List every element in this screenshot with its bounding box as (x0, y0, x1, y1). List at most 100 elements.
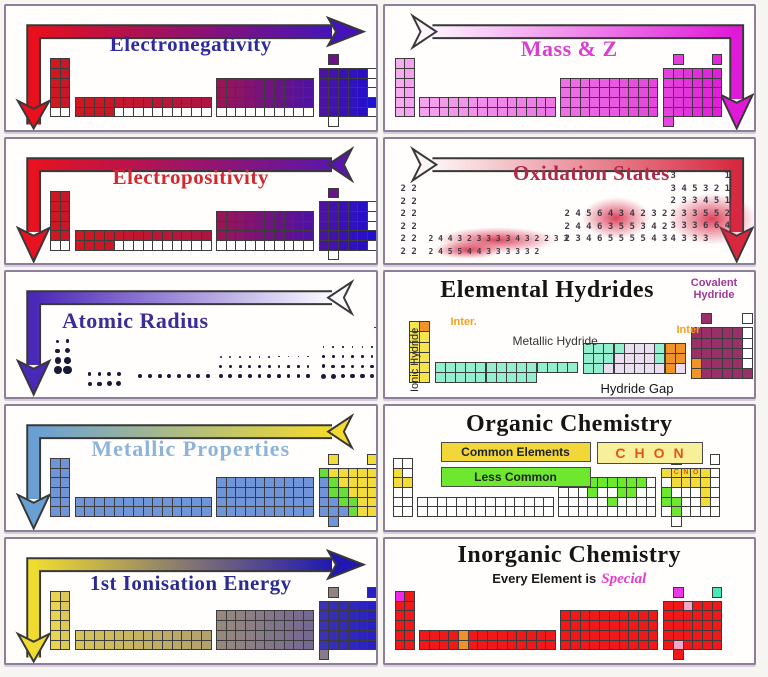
element-cell (318, 649, 330, 660)
element-cell (567, 361, 579, 374)
periodic-table-map: CNOH (392, 453, 723, 527)
oxidation-row: 2 4 4 3 2 3 3 3 3 4 3 2 2 3 3 (428, 234, 569, 244)
atom-dot (56, 339, 60, 343)
atom-dot (351, 355, 354, 358)
element-cell (367, 587, 376, 598)
periodic-table-map (50, 320, 376, 393)
atom-dot (277, 374, 281, 378)
periodic-table-map (50, 453, 376, 527)
element-cell (674, 363, 686, 375)
element-cell (200, 506, 212, 518)
atom-dot (371, 346, 373, 348)
panel-electropositivity: Electropositivity (4, 137, 378, 266)
element-cell (545, 639, 557, 651)
element-cell (711, 587, 723, 598)
table-block (672, 54, 684, 66)
element-cell (367, 239, 376, 251)
atom-dot (257, 374, 262, 378)
oxidation-row: 2 4 5 5 4 4 3 3 3 3 3 2 (428, 246, 540, 256)
panel-title: Oxidation States (513, 161, 670, 186)
atom-dot (138, 374, 143, 378)
atom-dot (297, 365, 300, 368)
atom-dot (321, 364, 326, 369)
table-block (672, 649, 684, 660)
oxidation-row: 4 3 3 3 (670, 233, 709, 244)
element-cell (670, 516, 682, 527)
atom-dot (374, 326, 376, 329)
oxidation-row: 2 2 (400, 184, 417, 195)
atom-dot (116, 372, 121, 377)
atom-dot (322, 346, 325, 348)
panel-elemental-hydrides: Elemental Hydrides Covalent Hydride Ionic … (382, 270, 756, 399)
atom-dot (196, 374, 201, 379)
oxidation-row: 3 4 5 3 2 1 (670, 183, 731, 194)
table-block (215, 77, 314, 118)
element-cell (303, 506, 314, 518)
atom-dot (361, 355, 364, 358)
atom-dot (287, 365, 290, 368)
trend-arrow-left-down (15, 279, 355, 397)
table-block (74, 97, 212, 118)
panel-atomic-radius: Atomic Radius (4, 270, 378, 399)
panel-electronegativity: Electronegativity (4, 4, 378, 133)
table-block (742, 313, 754, 325)
oxidation-row: 2 2 (400, 196, 417, 207)
panel-title: Electronegativity (109, 32, 272, 56)
table-block (53, 336, 72, 375)
element-cell (59, 239, 71, 251)
atom-dot (106, 381, 112, 387)
table-block (328, 516, 340, 527)
panel-inorganic-chemistry: Inorganic Chemistry Every Element is Speci… (382, 536, 756, 665)
atom-dot (177, 374, 181, 379)
table-block (50, 191, 71, 251)
element-cell (672, 649, 684, 660)
trend-arrow-up-right (15, 548, 367, 663)
label-sub: Every Element is Special (385, 571, 755, 588)
table-block (318, 600, 376, 651)
table-block (670, 516, 682, 527)
table-block (582, 342, 686, 375)
oxidation-row: 2 3 3 4 5 1 (670, 196, 731, 207)
table-block (215, 610, 314, 651)
table-block (50, 591, 71, 651)
element-cell (59, 639, 71, 651)
oxidation-row: 2 2 (400, 246, 417, 257)
periodic-table-map (50, 53, 376, 128)
element-cell (328, 587, 340, 598)
atom-dot (350, 364, 355, 369)
element-cell (647, 106, 659, 118)
element-cell (672, 54, 684, 66)
panel-title: Mass & Z (520, 36, 618, 61)
atom-dot (97, 381, 102, 387)
table-block (417, 496, 555, 518)
table-block (663, 67, 723, 118)
panel-metallic-properties: Metallic Properties (4, 403, 378, 532)
table-block (74, 496, 212, 518)
atom-dot (361, 346, 364, 348)
table-block (74, 629, 212, 651)
panel-title: Organic Chemistry (466, 410, 673, 437)
atom-dot (267, 374, 272, 378)
table-block (394, 58, 415, 118)
table-block (392, 457, 413, 518)
atom-dot (258, 365, 261, 368)
element-cell (404, 639, 415, 651)
atom-dot (55, 348, 61, 354)
element-cell (545, 106, 557, 118)
element-cell (402, 506, 413, 518)
table-block (691, 327, 754, 380)
element-cell (367, 639, 376, 651)
element-cell (367, 454, 376, 465)
atom-dot (218, 374, 223, 379)
periodic-table-map (394, 53, 725, 128)
periodic-table-map (50, 586, 376, 660)
atom-dot (277, 365, 281, 368)
label-gap: Hydride Gap (600, 380, 674, 396)
oxidation-values: 2 4 4 3 2 3 3 3 3 4 3 2 2 3 3 2 4 5 5 4 4… (429, 233, 569, 258)
periodic-trends-grid: Electronegativity Mass & Z Electropositivi… (4, 4, 756, 665)
atom-dot (307, 355, 309, 358)
panel-title: Atomic Radius (62, 308, 209, 334)
